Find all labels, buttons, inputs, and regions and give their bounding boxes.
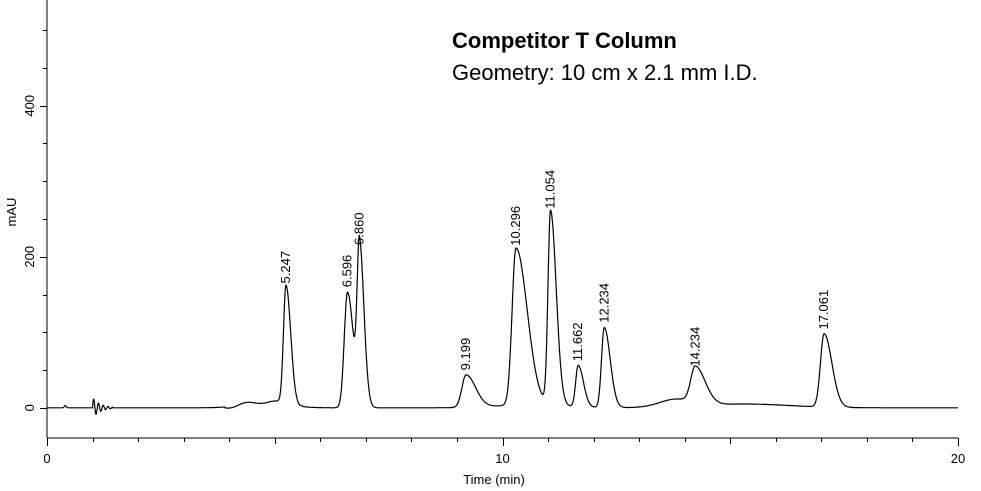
y-tick-label: 0 [22,404,37,411]
x-tick-label: 20 [951,451,965,466]
axis-ticks [40,30,959,446]
peak-label: 9.199 [458,338,473,371]
chart-title: Competitor T Column [452,28,677,53]
y-tick-label: 400 [22,95,37,117]
peak-label: 14.234 [687,327,702,367]
chart-subtitle: Geometry: 10 cm x 2.1 mm I.D. [452,60,758,85]
x-tick-label: 10 [495,451,509,466]
peak-label: 11.054 [543,170,558,209]
peak-label: 17.061 [816,290,831,330]
x-tick-label: 0 [43,451,50,466]
peak-label: 5.247 [278,251,293,284]
peak-label: 10.296 [508,206,523,246]
x-axis-title: Time (min) [463,472,525,487]
y-tick-label: 200 [22,246,37,268]
peak-label: 6.860 [351,212,366,245]
peak-label: 11.662 [570,322,585,361]
peak-label: 12.234 [596,283,611,323]
y-axis-title: mAU [4,198,19,227]
peak-label: 6.596 [339,255,354,288]
chromatogram-trace [46,209,959,415]
peak-labels: 5.247 6.596 6.860 9.199 10.296 11.054 11.662 12… [278,170,831,370]
